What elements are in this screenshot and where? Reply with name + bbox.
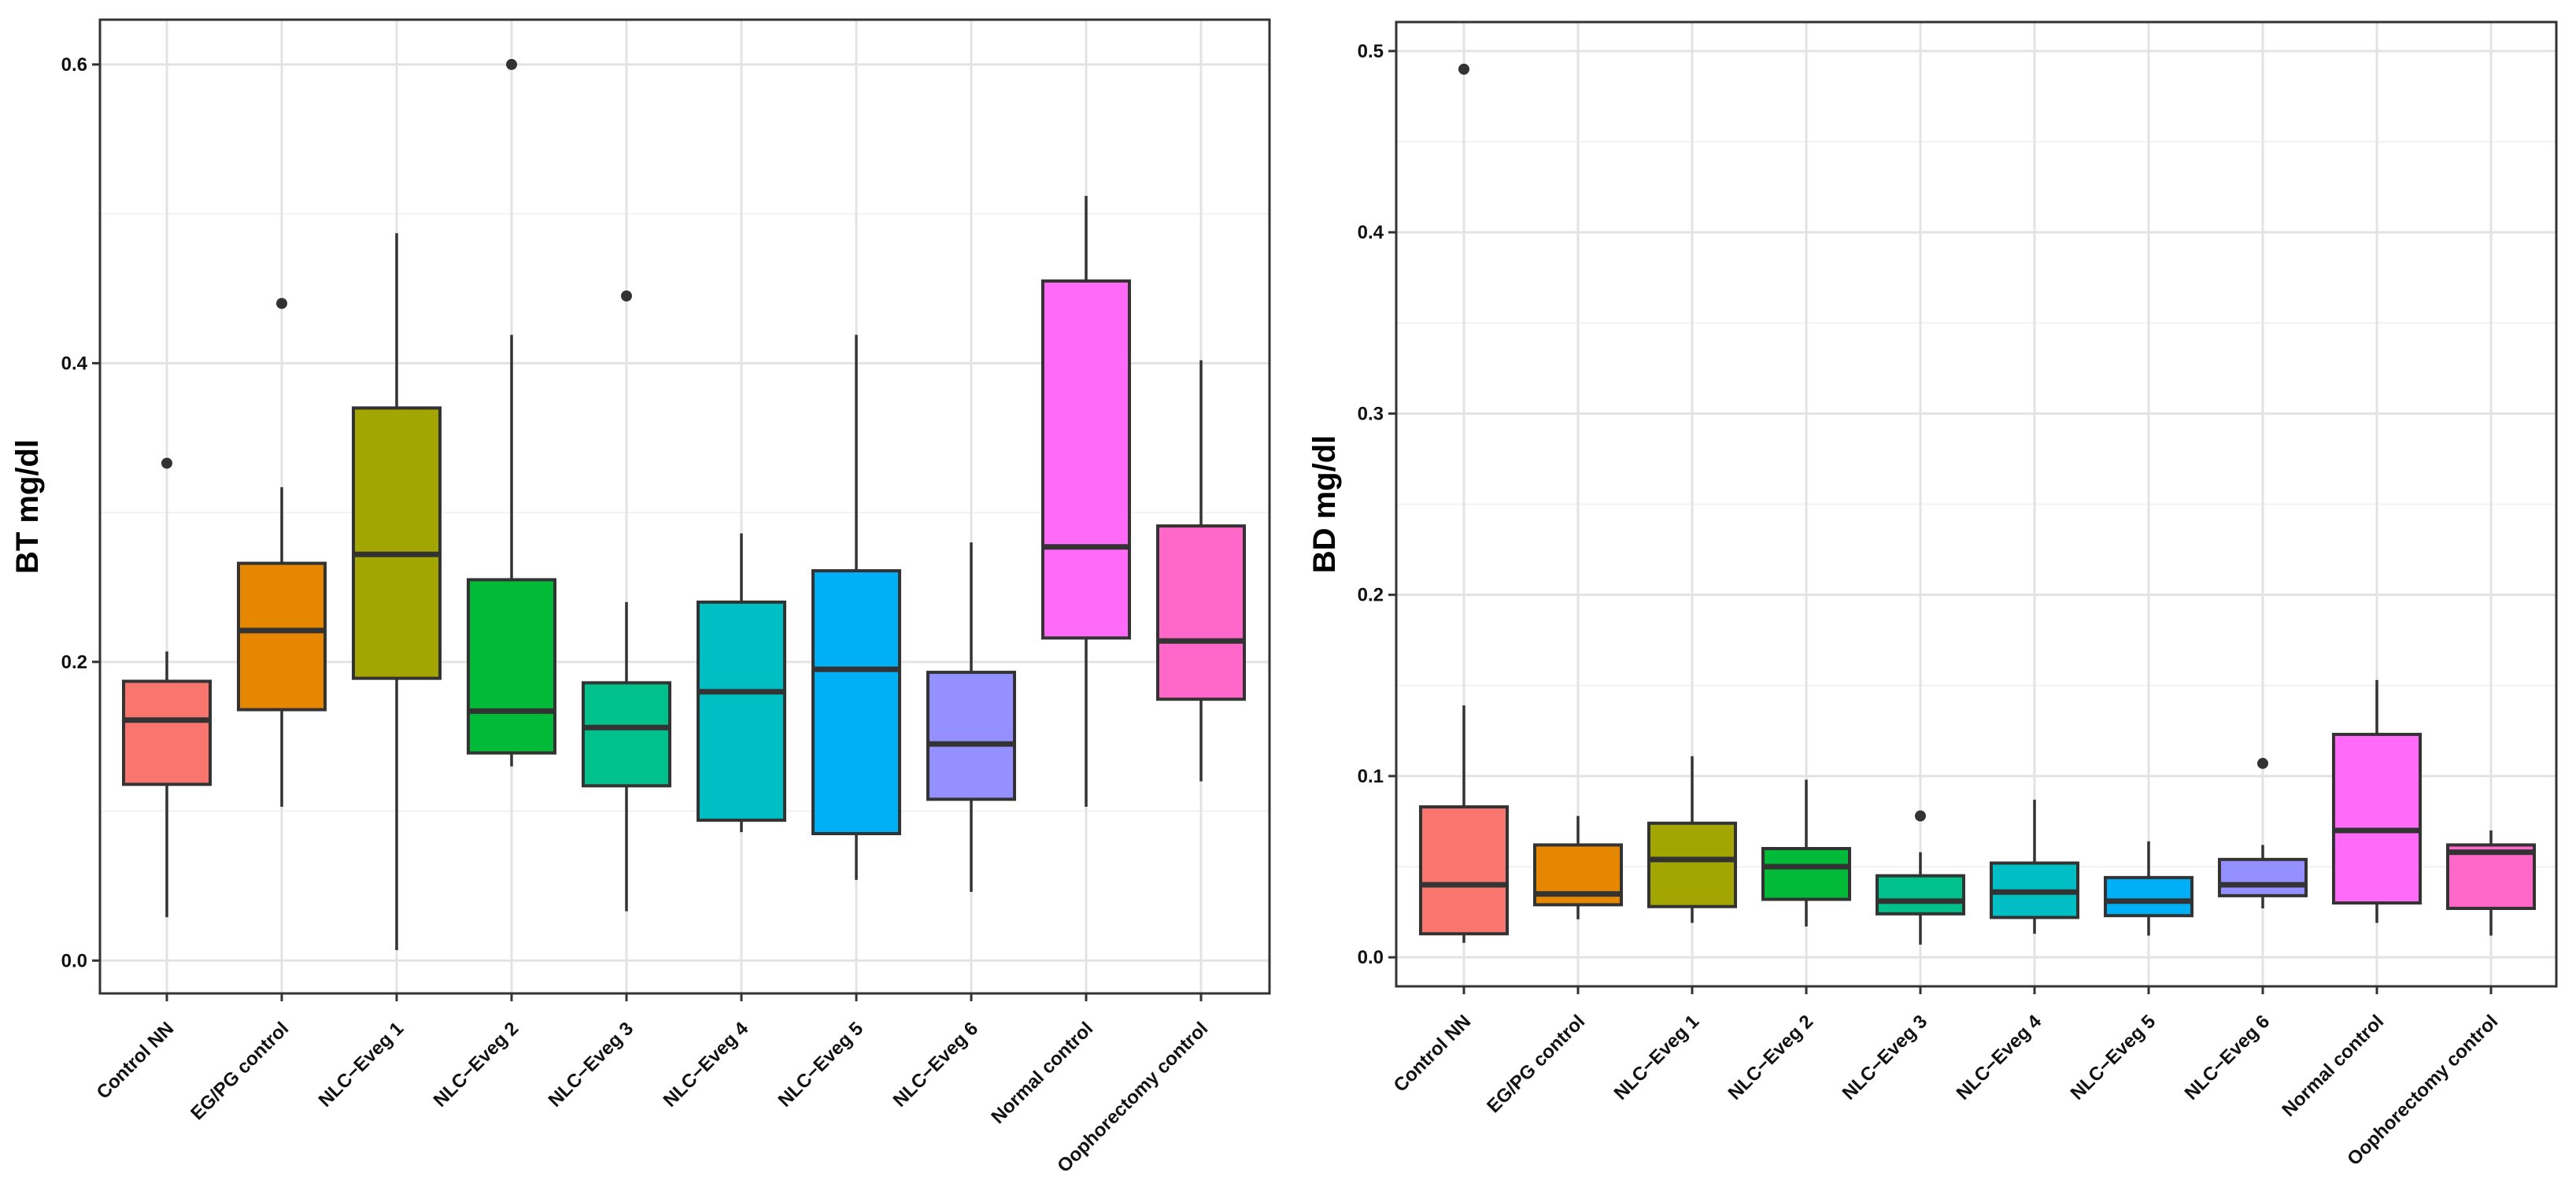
box (352, 406, 442, 680)
box (1647, 821, 1737, 908)
x-tick-label: Control NN (1390, 1011, 1476, 1097)
box (2104, 875, 2193, 918)
y-axis-title: BT mg/dl (10, 439, 45, 574)
x-tick-label: EG/PG control (1483, 1011, 1589, 1117)
y-tick-label: 0.5 (1358, 41, 1384, 62)
y-tick-label: 0.0 (61, 950, 87, 971)
y-tick-label: 0.0 (1358, 947, 1384, 968)
x-tick-label: NLC−Eveg 1 (1610, 1011, 1704, 1104)
outlier-point (1458, 63, 1469, 75)
box (467, 578, 556, 755)
x-tick-label: Control NN (93, 1018, 179, 1104)
x-tick-label: NLC−Eveg 6 (2181, 1011, 2275, 1104)
x-tick-label: Normal control (2278, 1011, 2388, 1121)
panel-border (98, 18, 1271, 995)
box (2218, 857, 2308, 897)
box (811, 569, 901, 835)
box (2446, 843, 2536, 910)
y-tick-label: 0.2 (1358, 585, 1384, 606)
y-tick-label: 0.6 (61, 54, 87, 76)
outlier-point (161, 457, 172, 469)
x-tick-label: NLC−Eveg 3 (1839, 1011, 1932, 1104)
box (926, 671, 1016, 801)
box (582, 681, 671, 788)
box (697, 600, 786, 822)
box (1876, 874, 1965, 915)
box (1419, 805, 1509, 936)
x-tick-label: NLC−Eveg 3 (545, 1018, 638, 1111)
panel-border (1395, 20, 2558, 988)
box (2332, 732, 2422, 905)
y-tick-label: 0.1 (1358, 766, 1384, 787)
y-tick-label: 0.2 (61, 652, 87, 673)
x-tick-label: NLC−Eveg 2 (430, 1018, 523, 1111)
outlier-point (276, 298, 287, 309)
bd-boxplot-panel: 0.0 0.1 0.2 0.3 0.4 0.5 Control NN EG/PG contro… (1307, 20, 2558, 1170)
box (237, 561, 327, 712)
y-axis-title: BD mg/dl (1307, 435, 1342, 574)
y-tick-label: 0.4 (61, 353, 88, 374)
y-tick-label: 0.3 (1358, 403, 1384, 424)
box (122, 679, 212, 786)
outlier-point (621, 290, 632, 301)
x-tick-label: NLC−Eveg 6 (889, 1018, 983, 1111)
x-tick-label: Normal control (987, 1018, 1097, 1128)
outlier-point (506, 58, 517, 70)
x-tick-label: NLC−Eveg 2 (1724, 1011, 1818, 1104)
y-tick-label: 0.4 (1358, 222, 1384, 243)
outlier-point (2257, 757, 2268, 769)
box (1156, 524, 1246, 701)
outlier-point (1915, 810, 1926, 822)
x-tick-label: NLC−Eveg 5 (774, 1018, 868, 1111)
box (1041, 279, 1131, 640)
x-tick-label: NLC−Eveg 1 (315, 1018, 408, 1111)
x-tick-label: NLC−Eveg 5 (2067, 1011, 2160, 1104)
x-tick-label: EG/PG control (187, 1018, 293, 1124)
box (1761, 847, 1851, 901)
x-tick-label: NLC−Eveg 4 (1953, 1011, 2046, 1104)
x-tick-label: NLC−Eveg 4 (660, 1018, 753, 1111)
